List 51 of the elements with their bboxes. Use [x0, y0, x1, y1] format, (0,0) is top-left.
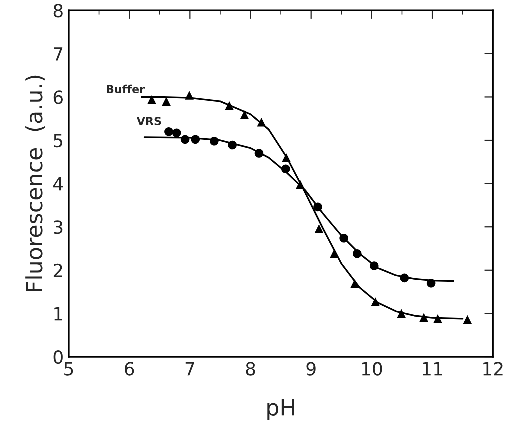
y-tick-label: 8 [54, 4, 63, 18]
point [228, 140, 237, 150]
x-tick-label: 5 [64, 362, 74, 376]
point [314, 224, 324, 234]
point [162, 97, 171, 106]
point [240, 110, 250, 120]
x-tick-label: 12 [484, 362, 503, 376]
y-tick-label: 5 [54, 134, 63, 148]
x-tick-label: 10 [362, 362, 382, 376]
point [340, 234, 348, 243]
point [164, 127, 174, 136]
point [371, 298, 380, 306]
point [148, 95, 156, 104]
x-tick-label: 9 [306, 362, 316, 376]
point [172, 128, 182, 138]
point [353, 250, 362, 258]
point [296, 180, 305, 190]
point [282, 153, 291, 162]
x-tick-label: 7 [186, 362, 194, 376]
y-tick-label: 6 [54, 90, 63, 104]
point [282, 164, 290, 174]
y-tick-label: 4 [54, 178, 64, 191]
point [397, 309, 406, 318]
y-tick-label: 1 [54, 307, 62, 321]
point [225, 101, 234, 110]
point [420, 313, 428, 322]
point [185, 91, 194, 100]
x-tick-label: 6 [125, 362, 134, 376]
point [191, 135, 200, 144]
point [257, 118, 266, 127]
x-tick-label: 8 [246, 362, 256, 376]
point [314, 202, 322, 212]
x-tick-label: 11 [423, 362, 442, 376]
point [180, 135, 190, 144]
point [254, 149, 264, 158]
point [400, 274, 410, 283]
point [350, 279, 360, 288]
point [370, 262, 379, 270]
y-axis-title: Fluorescence (a.u.) [26, 76, 46, 292]
series-label: VRS [136, 117, 162, 126]
series-label: Buffer [107, 84, 146, 94]
point [210, 136, 219, 146]
y-tick-label: 0 [54, 350, 63, 364]
y-tick-label: 2 [54, 264, 62, 278]
point [463, 315, 472, 324]
x-axis-title: pH [268, 399, 294, 420]
point [434, 314, 442, 324]
point [330, 250, 339, 258]
point [426, 279, 436, 288]
y-tick-label: 7 [54, 48, 63, 61]
y-tick-label: 3 [54, 220, 63, 234]
